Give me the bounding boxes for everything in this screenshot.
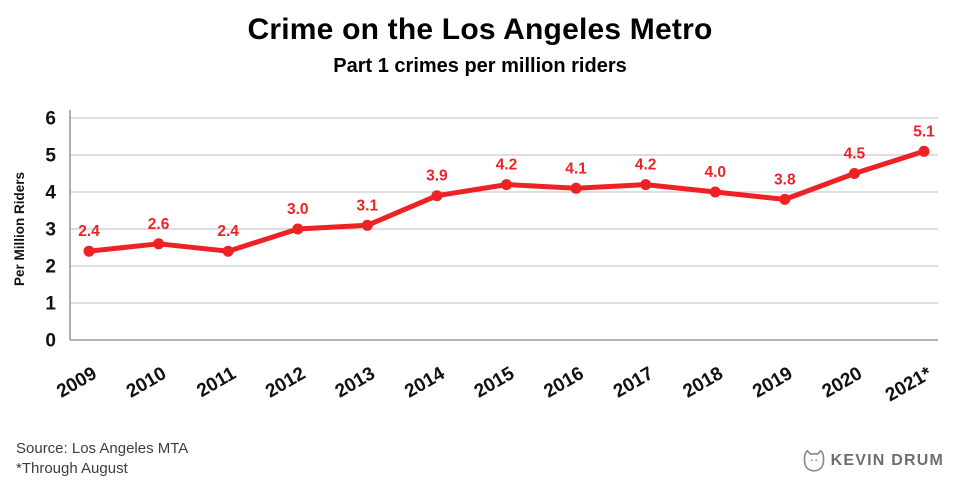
line-chart: 0 1 2 3 4 5 6 Per Million Riders 2009 2010 2011 201…: [12, 108, 938, 406]
data-point: [292, 223, 304, 234]
x-tick-label: 2015: [471, 362, 518, 402]
data-point-label: 4.0: [704, 164, 726, 181]
logo-text: KEVIN DRUM: [830, 452, 944, 469]
cat-head-icon: [800, 447, 828, 475]
y-tick-label: 2: [45, 256, 56, 277]
data-point-label: 4.2: [496, 156, 518, 173]
data-point: [570, 182, 582, 194]
data-point: [501, 178, 512, 190]
data-point-label: 4.1: [565, 160, 587, 177]
x-tick-label: 2016: [540, 363, 587, 402]
y-tick-label: 3: [45, 219, 56, 240]
chart-header: Crime on the Los Angeles Metro Part 1 cr…: [0, 0, 960, 78]
x-tick-label: 2019: [749, 363, 796, 402]
x-tick-label: 2020: [819, 363, 866, 402]
y-tick-label: 1: [45, 293, 56, 314]
data-point-label: 3.9: [426, 167, 448, 184]
data-point: [222, 245, 234, 257]
x-tick-label: 2011: [193, 362, 240, 401]
data-point: [709, 186, 721, 197]
y-tick-label: 4: [45, 182, 56, 203]
data-point: [153, 237, 165, 249]
data-point: [431, 189, 443, 201]
data-point-label: 4.5: [844, 145, 866, 162]
x-tick-label: 2021*: [882, 362, 936, 405]
data-point-label: 3.8: [774, 171, 796, 188]
chart-footer: Source: Los Angeles MTA *Through August …: [0, 439, 960, 480]
footnote-text: *Through August: [16, 459, 128, 477]
chart-title: Crime on the Los Angeles Metro: [247, 13, 713, 46]
data-point-label: 5.1: [913, 123, 935, 140]
y-tick-label: 0: [45, 330, 56, 351]
x-tick-label: 2010: [123, 363, 170, 402]
data-point: [640, 178, 652, 190]
data-point: [779, 193, 791, 205]
x-tick-label: 2017: [610, 363, 657, 402]
data-point: [848, 167, 860, 179]
x-tick-label: 2013: [332, 363, 379, 402]
data-point: [83, 245, 95, 257]
x-tick-label: 2012: [262, 363, 309, 402]
x-tick-label: 2009: [53, 363, 100, 402]
x-tick-label: 2014: [401, 362, 448, 402]
y-axis-title: Per Million Riders: [12, 171, 27, 285]
y-tick-label: 5: [45, 145, 56, 166]
y-tick-label: 6: [45, 108, 56, 129]
kevin-drum-logo: KEVIN DRUM: [800, 447, 944, 479]
data-point: [918, 145, 930, 157]
source-text: Source: Los Angeles MTA: [16, 439, 189, 457]
data-point-label: 3.1: [357, 197, 379, 214]
data-point: [361, 219, 373, 231]
source-block: Source: Los Angeles MTA *Through August: [16, 439, 188, 480]
data-point-label: 2.6: [148, 215, 170, 232]
data-point-label: 2.4: [217, 223, 239, 240]
chart-subtitle: Part 1 crimes per million riders: [333, 54, 627, 77]
data-point-label: 3.0: [287, 201, 309, 218]
data-point-label: 2.4: [78, 223, 100, 240]
x-tick-label: 2018: [680, 363, 727, 402]
data-point-label: 4.2: [635, 156, 657, 173]
